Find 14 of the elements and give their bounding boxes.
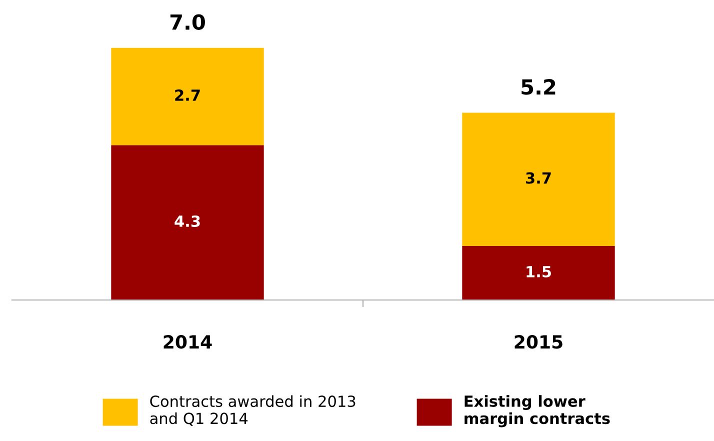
bar [462, 246, 615, 300]
legend-label: Existing lower margin contracts [464, 395, 610, 428]
total-label: 7.0 [170, 14, 205, 30]
data-label: 1.5 [526, 266, 551, 278]
bar [111, 145, 264, 300]
data-label: 4.3 [174, 215, 200, 227]
x-tick-label: 2014 [164, 335, 212, 349]
data-label: 2.7 [175, 89, 200, 101]
bar [111, 48, 264, 146]
total-label: 5.2 [522, 79, 556, 95]
bar [462, 112, 615, 246]
x-tick-label: 2015 [514, 335, 562, 349]
legend-label: Contracts awarded in 2013 and Q1 2014 [150, 395, 356, 426]
data-label: 3.7 [526, 172, 551, 184]
